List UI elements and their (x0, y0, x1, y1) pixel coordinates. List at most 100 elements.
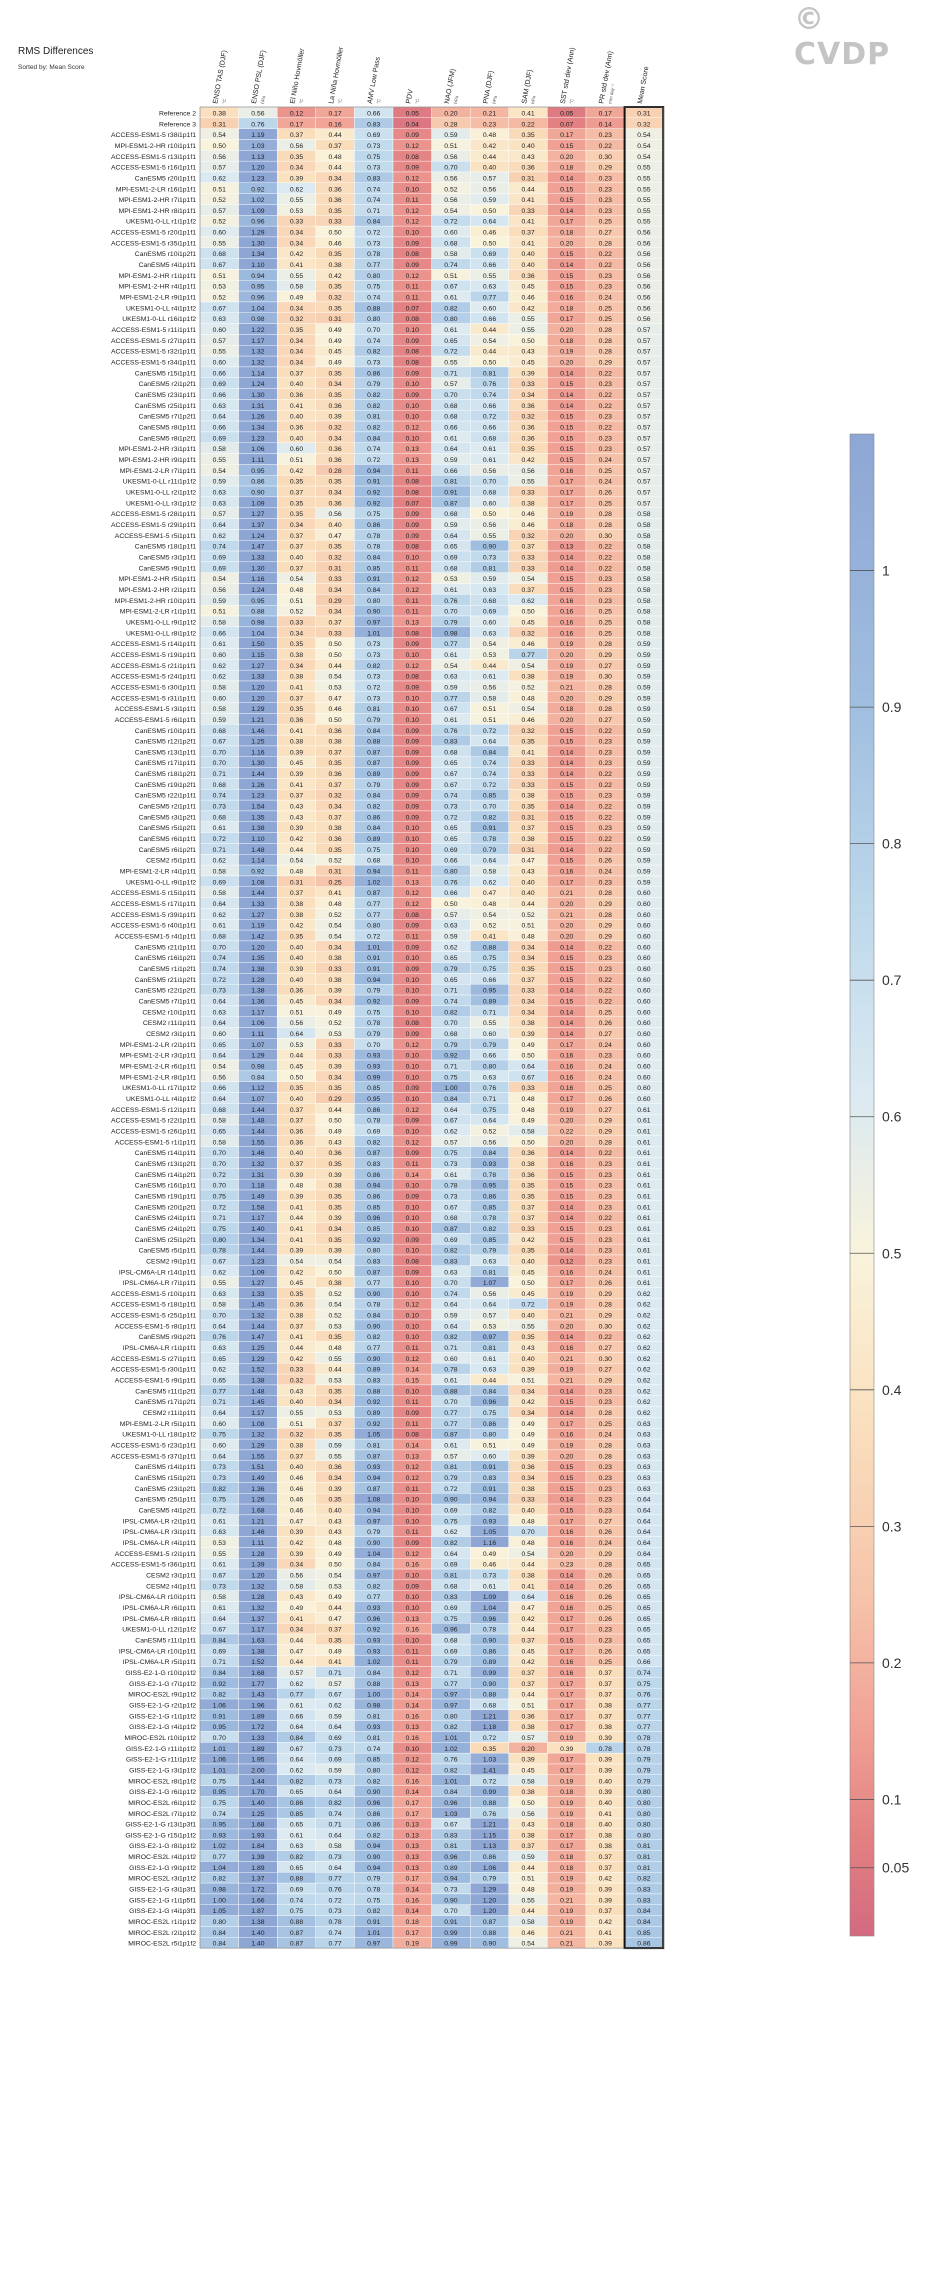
cell-value: 0.58 (290, 284, 303, 291)
cell-value: 0.52 (213, 219, 226, 226)
cell-value: 0.38 (290, 912, 303, 919)
cell-value: 0.07 (406, 500, 419, 507)
cell-value: 0.66 (213, 1085, 226, 1092)
cell-value: 0.90 (367, 1540, 380, 1547)
cell-value: 1.04 (483, 1605, 496, 1612)
cell-value: 0.68 (213, 814, 226, 821)
cell-value: 0.28 (444, 121, 457, 128)
cell-value: 0.20 (560, 1551, 573, 1558)
colorbar-tick-label: 0.5 (882, 1245, 902, 1261)
cell-value: 0.68 (483, 489, 496, 496)
cell-value: 0.87 (367, 1453, 380, 1460)
cell-value: 0.17 (560, 1767, 573, 1774)
cell-value: 0.89 (483, 1659, 496, 1666)
cell-value: 0.65 (637, 1572, 650, 1579)
row-label: MIROC-ES2L r1i1p1f2 (128, 1919, 196, 1926)
cell-value: 0.75 (213, 1432, 226, 1439)
cell-value: 0.21 (560, 1941, 573, 1948)
cell-value: 0.37 (290, 890, 303, 897)
cell-value: 0.60 (444, 230, 457, 237)
cell-value: 0.82 (367, 663, 380, 670)
cell-value: 0.11 (406, 565, 419, 572)
cell-value: 1.04 (251, 630, 264, 637)
row-label: GISS-E2-1-G r4i1p3f1 (129, 1908, 196, 1915)
cell-value: 0.48 (290, 587, 303, 594)
row-label: MPI-ESM1-2-HR r8i1p1f1 (119, 208, 197, 215)
cell-value: 0.24 (599, 1042, 612, 1049)
cell-value: 0.17 (406, 1800, 419, 1807)
cell-value: 1.20 (251, 1572, 264, 1579)
cell-value: 0.76 (213, 1334, 226, 1341)
cell-value: 0.17 (560, 132, 573, 139)
cell-value: 0.30 (599, 533, 612, 540)
cell-value: 0.40 (521, 262, 534, 269)
cell-value: 0.41 (521, 110, 534, 117)
cell-value: 0.37 (599, 1713, 612, 1720)
cell-value: 0.62 (637, 1323, 650, 1330)
cell-value: 0.56 (290, 1572, 303, 1579)
cell-value: 0.68 (444, 1583, 457, 1590)
cell-value: 0.38 (290, 1443, 303, 1450)
cell-value: 0.56 (213, 154, 226, 161)
cell-value: 0.73 (213, 1583, 226, 1590)
cell-value: 0.22 (599, 143, 612, 150)
cell-value: 0.72 (213, 1172, 226, 1179)
cell-value: 0.64 (290, 1724, 303, 1731)
cell-value: 0.99 (483, 1789, 496, 1796)
cell-value: 0.94 (483, 1497, 496, 1504)
cell-value: 0.63 (483, 1367, 496, 1374)
cell-value: 0.74 (483, 771, 496, 778)
cell-value: 0.66 (444, 890, 457, 897)
cell-value: 0.38 (521, 1486, 534, 1493)
cell-value: 0.56 (483, 522, 496, 529)
cell-value: 0.16 (560, 1540, 573, 1547)
cell-value: 0.48 (328, 1540, 341, 1547)
cell-value: 0.66 (290, 1713, 303, 1720)
cell-value: 0.59 (213, 717, 226, 724)
cell-value: 0.71 (444, 1670, 457, 1677)
cell-value: 0.81 (483, 565, 496, 572)
cell-value: 0.29 (599, 1128, 612, 1135)
cell-value: 0.34 (328, 489, 341, 496)
cell-value: 0.35 (328, 305, 341, 312)
cell-value: 1.23 (251, 175, 264, 182)
row-label: ACCESS-ESM1-5 r12i1p1f1 (111, 1107, 196, 1114)
cell-value: 0.48 (521, 1107, 534, 1114)
cell-value: 0.55 (637, 186, 650, 193)
column-unit: °C (414, 98, 420, 105)
cell-value: 0.70 (444, 1280, 457, 1287)
cell-value: 0.53 (444, 576, 457, 583)
cell-value: 0.71 (483, 1096, 496, 1103)
cell-value: 0.74 (444, 999, 457, 1006)
cell-value: 0.89 (444, 1865, 457, 1872)
cell-value: 0.73 (213, 804, 226, 811)
cell-value: 0.90 (367, 1854, 380, 1861)
cell-value: 0.87 (367, 749, 380, 756)
cell-value: 1.19 (251, 132, 264, 139)
cell-value: 0.62 (483, 879, 496, 886)
cell-value: 1.32 (251, 1583, 264, 1590)
cell-value: 0.38 (290, 901, 303, 908)
cell-value: 0.44 (328, 132, 341, 139)
cell-value: 0.18 (560, 522, 573, 529)
cell-value: 0.58 (637, 619, 650, 626)
cell-value: 1.08 (251, 1421, 264, 1428)
cell-value: 0.86 (367, 522, 380, 529)
cell-value: 0.59 (637, 879, 650, 886)
cell-value: 0.84 (367, 219, 380, 226)
cell-value: 0.44 (290, 1215, 303, 1222)
cell-value: 0.37 (521, 1204, 534, 1211)
cell-value: 0.34 (290, 240, 303, 247)
cell-value: 0.09 (406, 240, 419, 247)
cell-value: 0.73 (213, 988, 226, 995)
cell-value: 0.70 (213, 1735, 226, 1742)
cell-value: 0.54 (290, 1258, 303, 1265)
cell-value: 0.74 (367, 338, 380, 345)
cell-value: 0.93 (213, 1832, 226, 1839)
cell-value: 0.66 (367, 110, 380, 117)
cell-value: 0.55 (521, 316, 534, 323)
cell-value: 0.23 (599, 1248, 612, 1255)
cell-value: 0.17 (560, 1616, 573, 1623)
cell-value: 0.73 (367, 240, 380, 247)
cell-value: 0.92 (367, 489, 380, 496)
